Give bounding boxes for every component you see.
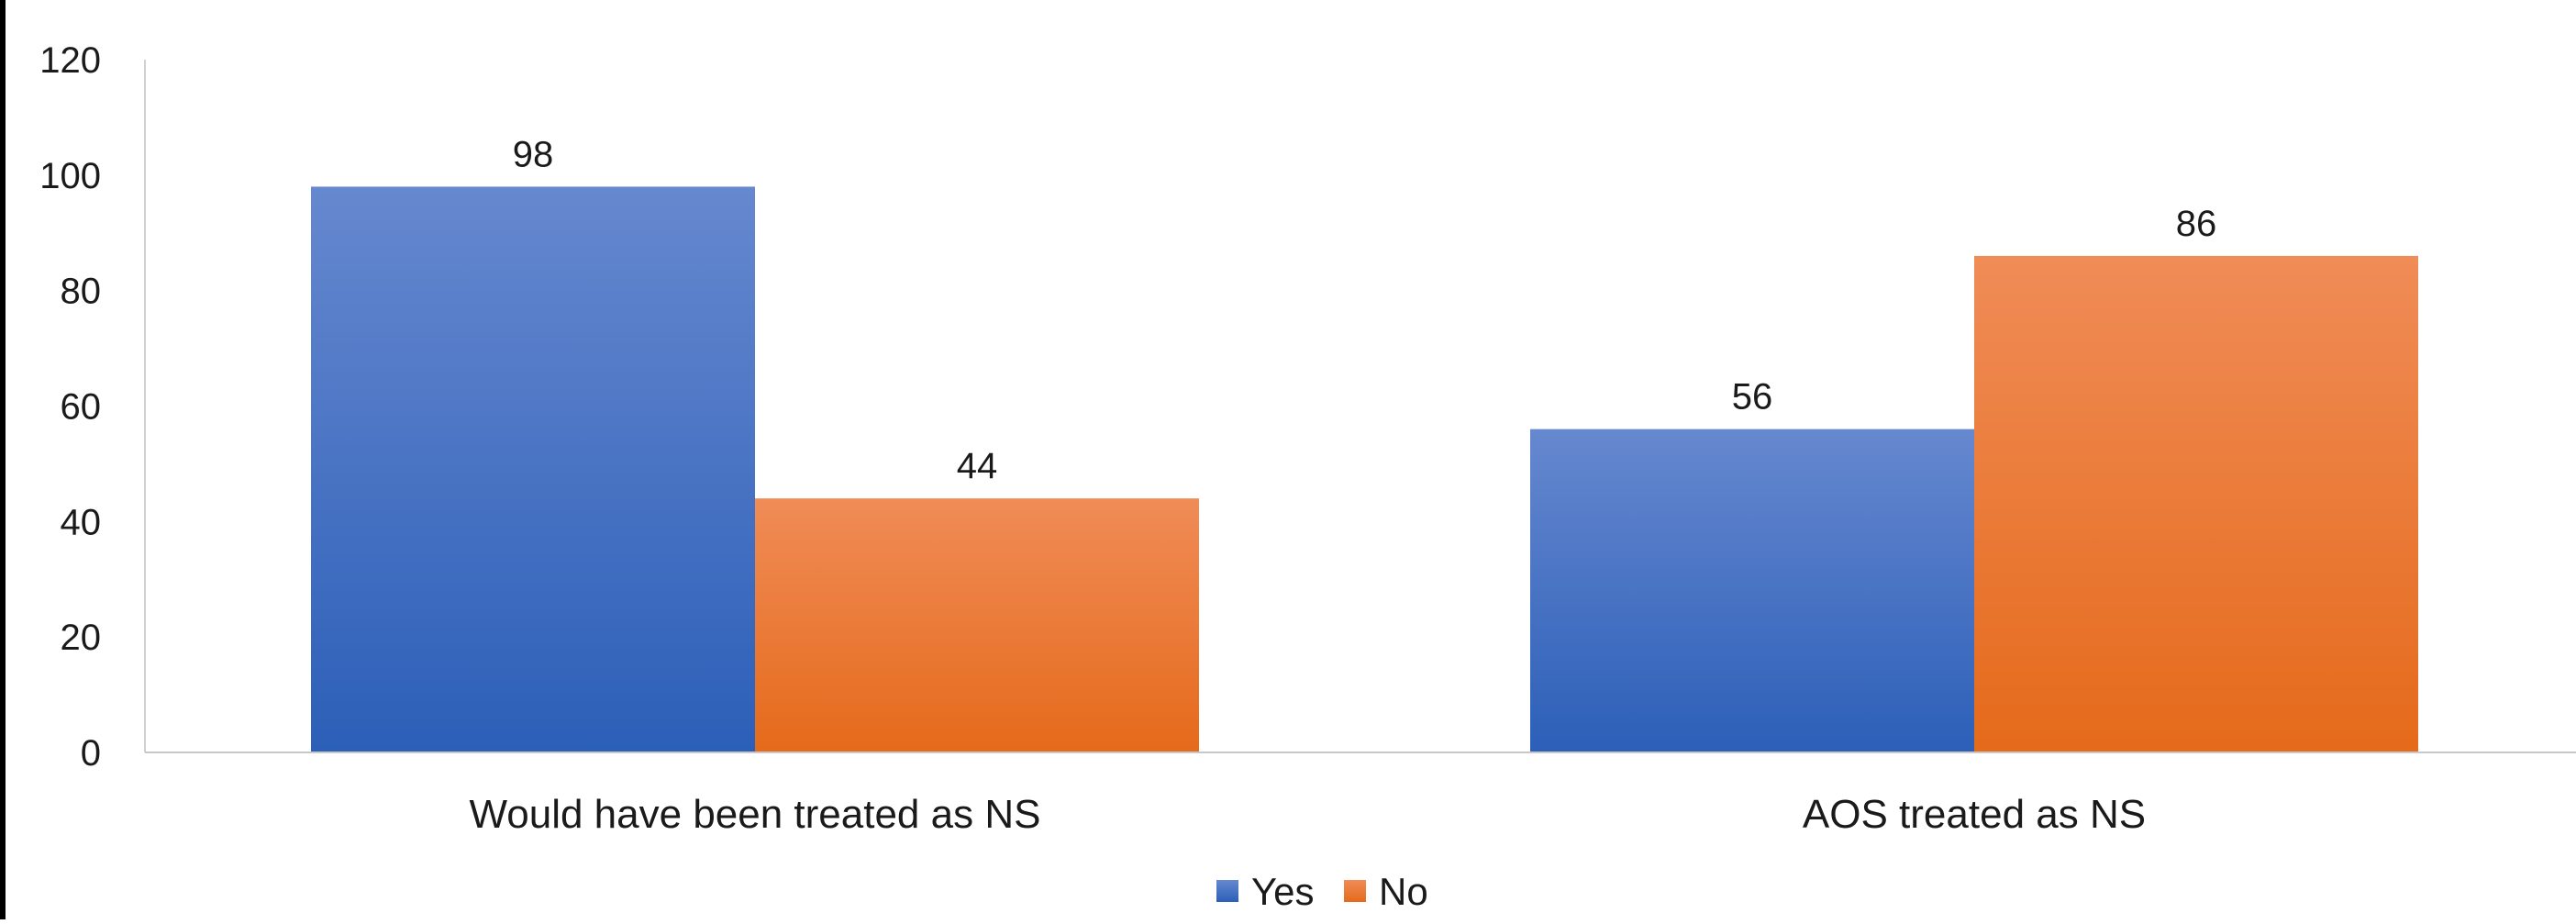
x-category-label: AOS treated as NS <box>1803 792 2146 837</box>
x-category-label: Would have been treated as NS <box>470 792 1041 837</box>
y-tick-label: 120 <box>39 40 101 81</box>
chart-frame-left-edge <box>0 0 6 919</box>
data-label: 86 <box>2176 204 2217 244</box>
legend-swatch-yes <box>1216 880 1238 902</box>
y-tick-label: 60 <box>61 387 102 428</box>
legend-swatch-no <box>1344 880 1366 902</box>
y-tick-label: 0 <box>81 733 101 774</box>
y-tick-label: 80 <box>61 272 102 312</box>
bar-yes-2 <box>1530 429 1974 752</box>
data-labels: 98 44 56 86 <box>513 134 2217 486</box>
data-label: 44 <box>957 446 998 486</box>
legend: Yes No <box>1216 870 1428 913</box>
x-axis: Would have been treated as NS AOS treated… <box>145 751 2576 837</box>
bar-no-1 <box>755 498 1199 752</box>
y-axis: 0 20 40 60 80 100 120 <box>39 40 146 774</box>
data-label: 98 <box>513 134 554 174</box>
legend-label-yes: Yes <box>1251 870 1315 913</box>
y-tick-label: 40 <box>61 502 102 542</box>
data-label: 56 <box>1732 377 1773 417</box>
legend-label-no: No <box>1379 870 1428 913</box>
y-tick-label: 100 <box>39 156 101 196</box>
bar-no-2 <box>1974 255 2418 753</box>
y-tick-label: 20 <box>61 618 102 658</box>
bar-yes-1 <box>311 186 755 752</box>
bars <box>311 186 2418 753</box>
